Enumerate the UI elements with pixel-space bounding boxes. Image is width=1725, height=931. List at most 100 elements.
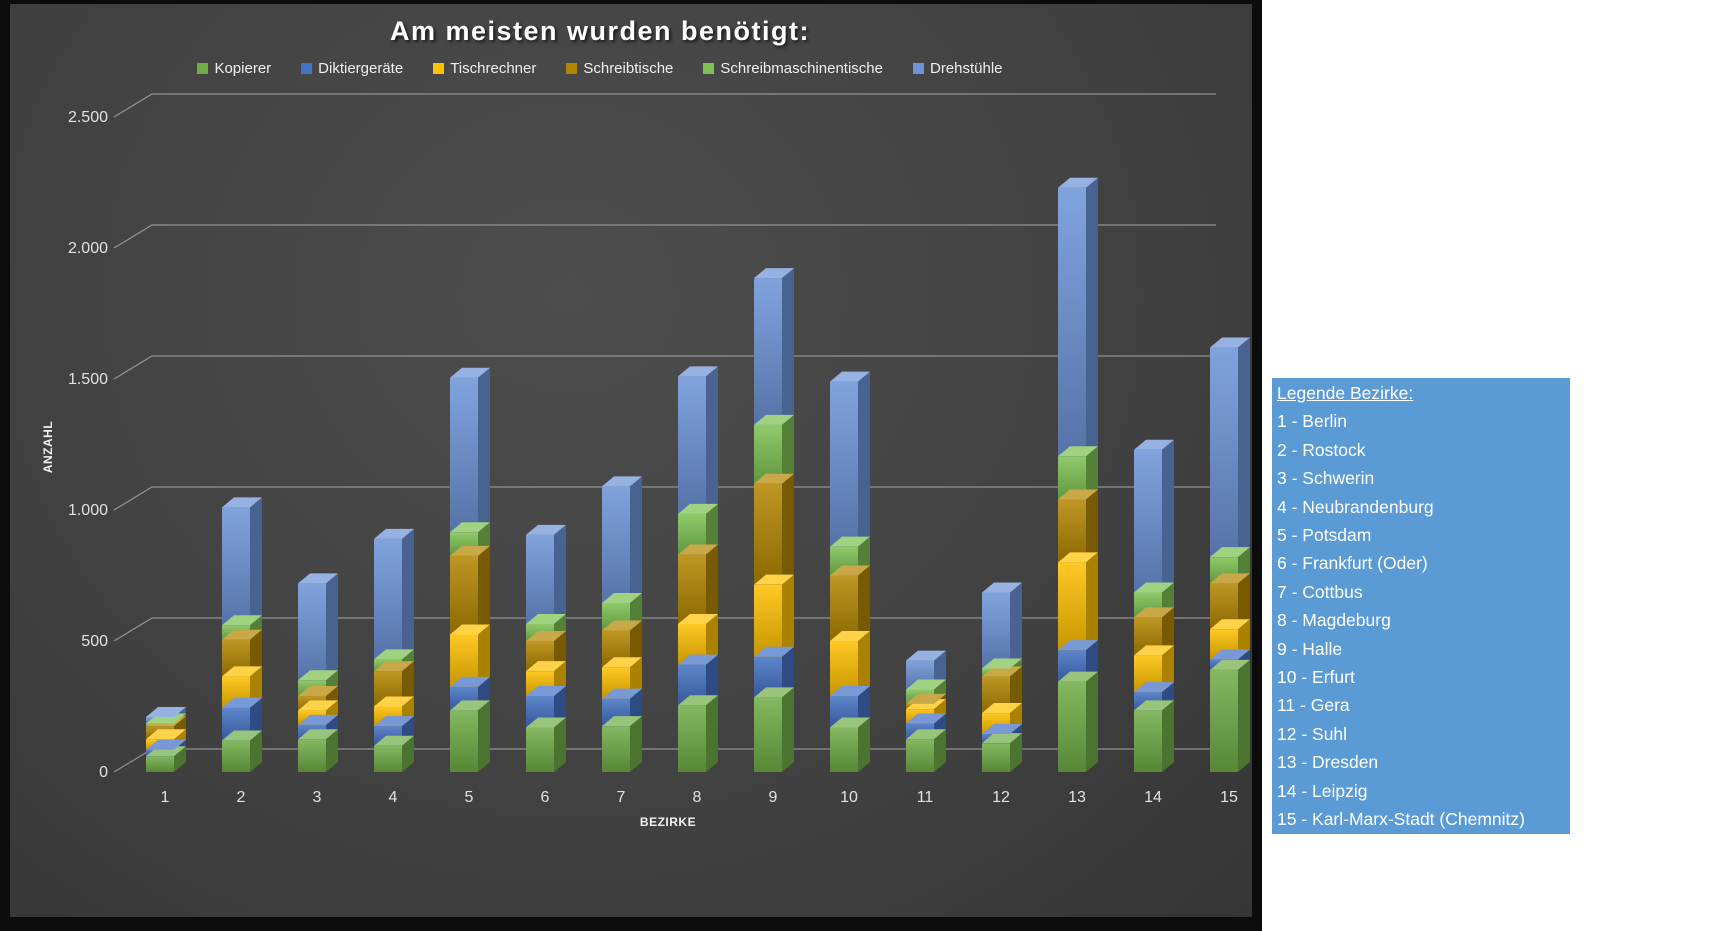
bar-segment-5-Kopierer[interactable] <box>450 710 478 772</box>
bar-segment-4-Kopierer[interactable] <box>374 745 402 772</box>
bar-4-Kopierer-top <box>374 735 414 746</box>
bar-segment-9-Kopierer[interactable] <box>754 697 782 772</box>
bezirke-legend-item: 10 - Erfurt <box>1277 667 1355 688</box>
bar-15-Kopierer-side <box>1238 659 1250 772</box>
bar-segment-9-Drehstühle[interactable] <box>754 278 782 425</box>
bar-15-Drehstühle-top <box>1210 337 1250 348</box>
bar-segment-10-Schreibtische[interactable] <box>830 575 858 642</box>
bar-segment-5-Drehstühle[interactable] <box>450 377 478 533</box>
y-tick-label: 1.000 <box>68 502 108 519</box>
bar-3-Schreibtische-top <box>298 686 338 697</box>
bar-segment-13-Tischrechner[interactable] <box>1058 562 1086 651</box>
bar-10-Diktiergeräte-top <box>830 686 870 697</box>
x-category-label: 3 <box>313 789 322 806</box>
bar-14-Kopierer-side <box>1162 700 1174 772</box>
x-category-label: 5 <box>465 789 474 806</box>
bar-segment-11-Kopierer[interactable] <box>906 739 934 772</box>
bar-segment-3-Drehstühle[interactable] <box>298 583 326 681</box>
bezirke-legend-title: Legende Bezirke: <box>1277 383 1414 403</box>
bar-3-Tischrechner-top <box>298 700 338 711</box>
bar-segment-9-Tischrechner[interactable] <box>754 584 782 657</box>
bar-segment-12-Kopierer[interactable] <box>982 743 1010 772</box>
series-legend-swatch <box>301 63 313 74</box>
bar-8-Tischrechner-top <box>678 613 718 624</box>
bezirke-legend-item: 7 - Cottbus <box>1277 581 1363 602</box>
series-legend-item[interactable]: Diktiergeräte <box>301 60 403 77</box>
bezirke-legend-item: 5 - Potsdam <box>1277 525 1372 546</box>
series-legend-item[interactable]: Tischrechner <box>433 60 536 77</box>
chart-panel: 0 500 1.000 1.500 2.000 2.500 1 2 3 4 5 6 7 8 9 10 11 12 1… <box>0 0 1262 931</box>
bar-segment-2-Drehstühle[interactable] <box>222 507 250 626</box>
bar-15-Tischrechner-side <box>1238 619 1250 660</box>
bar-7-Drehstühle-side <box>630 476 642 604</box>
x-category-label: 10 <box>840 789 858 806</box>
series-legend-item[interactable]: Drehstühle <box>912 60 1003 77</box>
bar-segment-13-Kopierer[interactable] <box>1058 681 1086 772</box>
bar-5-Drehstühle-top <box>450 367 490 378</box>
series-legend-item[interactable]: Schreibmaschinentische <box>703 60 883 77</box>
series-legend-label: Schreibmaschinentische <box>720 60 883 77</box>
bar-15-Schreibtische-top <box>1210 573 1250 584</box>
bar-segment-15-Kopierer[interactable] <box>1210 669 1238 772</box>
bar-6-Schreibmaschinentische-top <box>526 613 566 624</box>
bar-segment-14-Kopierer[interactable] <box>1134 710 1162 772</box>
bar-7-Kopierer-side <box>630 716 642 772</box>
series-legend-swatch <box>566 63 578 74</box>
bar-segment-6-Kopierer[interactable] <box>526 727 554 772</box>
series-legend-item[interactable]: Kopierer <box>197 60 271 77</box>
bar-segment-7-Kopierer[interactable] <box>602 726 630 772</box>
bar-segment-8-Kopierer[interactable] <box>678 705 706 772</box>
bezirke-legend-item: 3 - Schwerin <box>1277 468 1375 489</box>
bar-5-Schreibtische-top <box>450 545 490 556</box>
x-category-label: 11 <box>917 789 934 806</box>
bar-14-Schreibtische-top <box>1134 607 1174 618</box>
bar-12-Drehstühle-top <box>982 582 1022 593</box>
bezirke-legend-item: 13 - Dresden <box>1277 752 1379 773</box>
bar-13-Schreibtische-side <box>1086 489 1098 563</box>
bar-segment-10-Drehstühle[interactable] <box>830 381 858 547</box>
bar-7-Kopierer-top <box>602 716 642 727</box>
bar-segment-12-Drehstühle[interactable] <box>982 592 1010 669</box>
y-tick-label: 500 <box>81 633 108 650</box>
bar-7-Tischrechner-side <box>630 657 642 699</box>
bezirke-legend-item: 9 - Halle <box>1277 638 1343 659</box>
x-category-label: 9 <box>769 789 778 806</box>
bar-segment-13-Schreibtische[interactable] <box>1058 499 1086 563</box>
bar-4-Kopierer-side <box>402 735 414 772</box>
series-legend: Kopierer Diktiergeräte Tischrechner Schreib… <box>10 60 1190 77</box>
bar-segment-1-Kopierer[interactable] <box>146 756 174 772</box>
y-tick-label: 1.500 <box>68 371 108 388</box>
bar-segment-2-Kopierer[interactable] <box>222 740 250 772</box>
bar-segment-10-Kopierer[interactable] <box>830 727 858 772</box>
bar-13-Tischrechner-top <box>1058 552 1098 563</box>
x-category-label: 6 <box>541 789 550 806</box>
bar-13-Kopierer-top <box>1058 671 1098 682</box>
bar-segment-8-Schreibtische[interactable] <box>678 554 706 624</box>
bar-segment-6-Drehstühle[interactable] <box>526 534 554 624</box>
bar-2-Schreibmaschinentische-top <box>222 615 262 626</box>
bar-8-Tischrechner-side <box>706 613 718 665</box>
bar-8-Kopierer-top <box>678 695 718 706</box>
bar-10-Kopierer-top <box>830 717 870 728</box>
bar-segment-4-Drehstühle[interactable] <box>374 538 402 660</box>
bar-segment-13-Drehstühle[interactable] <box>1058 187 1086 457</box>
bar-segment-8-Drehstühle[interactable] <box>678 376 706 514</box>
bar-6-Kopierer-top <box>526 717 566 728</box>
bar-segment-15-Drehstühle[interactable] <box>1210 347 1238 558</box>
bar-15-Drehstühle-side <box>1238 337 1250 558</box>
bar-segment-7-Drehstühle[interactable] <box>602 486 630 604</box>
series-legend-item[interactable]: Schreibtische <box>566 60 673 77</box>
bar-13-Drehstühle-side <box>1086 177 1098 457</box>
bar-9-Diktiergeräte-top <box>754 646 794 657</box>
bar-2-Drehstühle-side <box>250 497 262 626</box>
bar-9-Kopierer-top <box>754 687 794 698</box>
bar-segment-9-Schreibtische[interactable] <box>754 483 782 585</box>
bar-12-Tischrechner-top <box>982 703 1022 714</box>
bar-14-Diktiergeräte-top <box>1134 682 1174 693</box>
bar-segment-14-Drehstühle[interactable] <box>1134 449 1162 593</box>
bar-segment-3-Kopierer[interactable] <box>298 739 326 772</box>
bar-7-Schreibtische-top <box>602 620 642 631</box>
bar-segment-5-Schreibtische[interactable] <box>450 555 478 635</box>
bar-14-Kopierer-top <box>1134 700 1174 711</box>
